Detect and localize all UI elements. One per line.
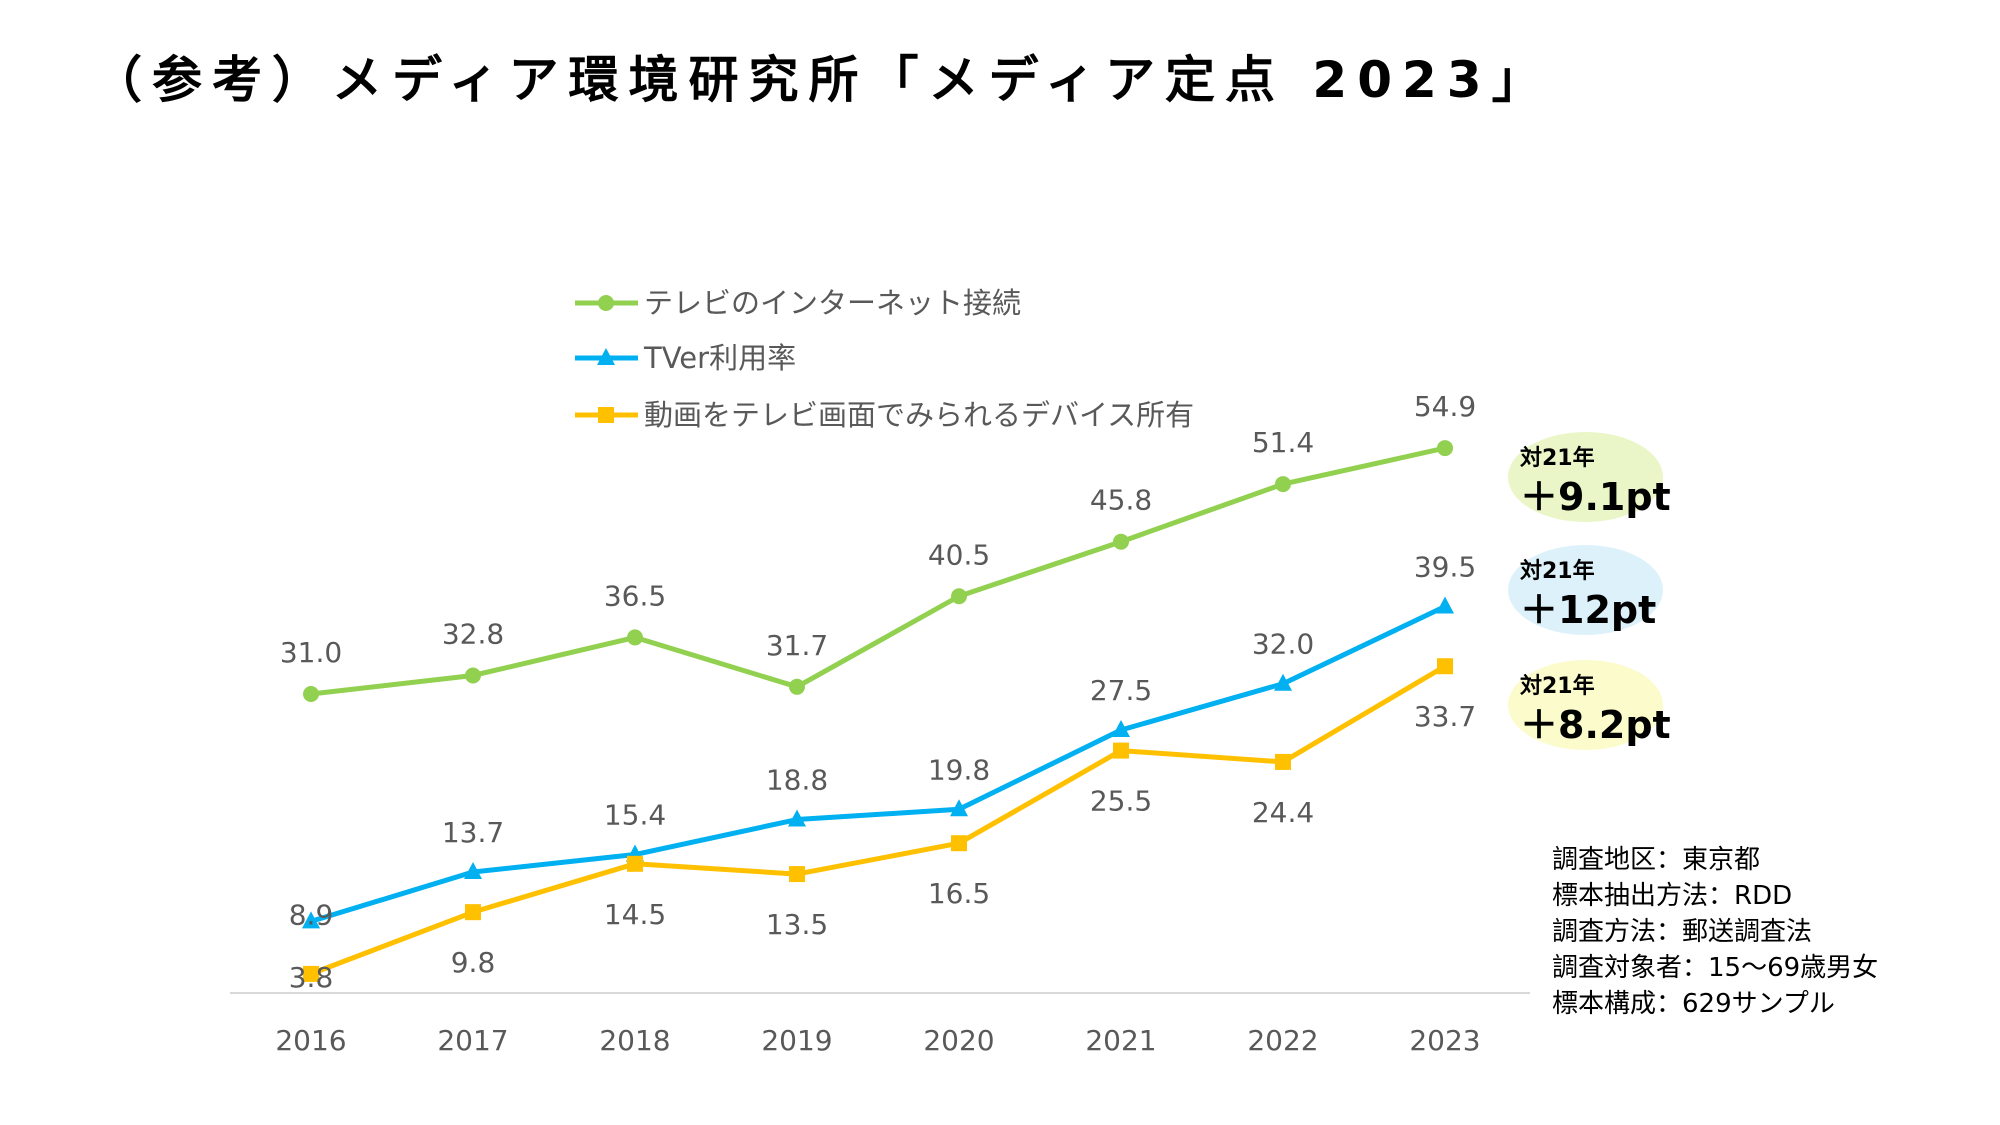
data-point-tver (1436, 596, 1454, 614)
survey-sample-size: 標本構成：629サンプル (1552, 989, 1835, 1019)
survey-target: 調査対象者：15〜69歳男女 (1552, 953, 1879, 983)
data-point-tver (464, 862, 482, 880)
x-tick-label: 2023 (1409, 1024, 1480, 1057)
data-label-device: 24.4 (1252, 796, 1314, 829)
data-label-tv-internet: 51.4 (1252, 426, 1314, 459)
data-point-tver (1274, 673, 1292, 691)
data-label-tver: 27.5 (1090, 674, 1152, 707)
page-title: （参考）メディア環境研究所「メディア定点 2023」 (92, 51, 1552, 109)
data-label-device: 33.7 (1414, 700, 1476, 733)
data-label-tver: 19.8 (928, 753, 990, 786)
survey-sampling-method: 標本抽出方法：RDD (1552, 881, 1793, 911)
data-point-tv-internet (1275, 476, 1291, 493)
data-point-device (789, 866, 805, 883)
data-label-tv-internet: 45.8 (1090, 484, 1152, 517)
badge-value: ＋8.2pt (1520, 703, 1671, 747)
data-label-tv-internet: 31.0 (280, 636, 342, 669)
data-point-tv-internet (627, 629, 643, 646)
change-badge-device: 対21年 ＋8.2pt (1508, 660, 1671, 750)
data-label-device: 14.5 (604, 898, 666, 931)
survey-method: 調査方法：郵送調査法 (1552, 917, 1813, 947)
data-label-tv-internet: 54.9 (1414, 390, 1476, 423)
badge-value: ＋12pt (1520, 588, 1657, 632)
legend-marker-tver (597, 348, 615, 365)
data-label-tv-internet: 36.5 (604, 579, 666, 612)
data-point-device (303, 965, 319, 982)
data-label-tver: 8.9 (289, 898, 334, 931)
data-point-device (627, 855, 643, 872)
data-point-tv-internet (465, 667, 481, 684)
data-label-tv-internet: 40.5 (928, 538, 990, 571)
x-tick-label: 2018 (599, 1024, 670, 1057)
data-label-tv-internet: 32.8 (442, 617, 504, 650)
data-point-tver (1112, 720, 1130, 738)
x-tick-label: 2019 (761, 1024, 832, 1057)
data-point-tv-internet (1437, 440, 1453, 457)
data-label-tver: 32.0 (1252, 628, 1314, 661)
data-label-device: 16.5 (928, 877, 990, 910)
data-point-tv-internet (1113, 533, 1129, 550)
data-label-device: 3.8 (289, 961, 334, 994)
data-label-device: 13.5 (766, 908, 828, 941)
legend-label-device: 動画をテレビ画面でみられるデバイス所有 (644, 398, 1194, 432)
x-tick-label: 2017 (437, 1024, 508, 1057)
change-badge-tv-internet: 対21年 ＋9.1pt (1508, 432, 1671, 522)
x-tick-label: 2022 (1247, 1024, 1318, 1057)
legend-label-tv-internet: テレビのインターネット接続 (644, 286, 1021, 320)
data-point-tver (788, 809, 806, 827)
survey-area: 調査地区：東京都 (1552, 845, 1761, 875)
data-point-tv-internet (789, 678, 805, 695)
badge-value: ＋9.1pt (1520, 475, 1671, 519)
data-point-tv-internet (303, 686, 319, 703)
legend-label-tver: TVer利用率 (643, 341, 796, 375)
survey-info: 調査地区：東京都 標本抽出方法：RDD 調査方法：郵送調査法 調査対象者：15〜… (1552, 842, 1878, 1022)
data-point-device (951, 835, 967, 852)
badge-caption: 対21年 (1520, 559, 1595, 584)
data-label-tver: 15.4 (604, 799, 666, 832)
data-point-device (1275, 753, 1291, 770)
legend-marker-tv-internet (598, 295, 614, 311)
data-label-tver: 13.7 (442, 816, 504, 849)
data-point-device (1437, 658, 1453, 675)
data-label-tv-internet: 31.7 (766, 629, 828, 662)
data-label-tver: 18.8 (766, 764, 828, 797)
data-point-device (465, 904, 481, 921)
data-label-tver: 39.5 (1414, 551, 1476, 584)
badge-caption: 対21年 (1520, 674, 1595, 699)
data-label-device: 9.8 (451, 946, 496, 979)
legend-marker-device (598, 407, 614, 423)
data-point-device (1113, 742, 1129, 759)
badge-caption: 対21年 (1520, 446, 1595, 471)
series-line-tver (310, 604, 1447, 924)
data-label-device: 25.5 (1090, 785, 1152, 818)
series-line-device (310, 664, 1447, 977)
data-point-tver (950, 799, 968, 817)
x-tick-label: 2020 (923, 1024, 994, 1057)
x-tick-label: 2016 (275, 1024, 346, 1057)
x-tick-label: 2021 (1085, 1024, 1156, 1057)
data-point-tver (302, 911, 320, 929)
series-line-tv-internet (310, 445, 1446, 697)
change-badge-tver: 対21年 ＋12pt (1508, 545, 1663, 635)
data-point-tv-internet (951, 588, 967, 605)
